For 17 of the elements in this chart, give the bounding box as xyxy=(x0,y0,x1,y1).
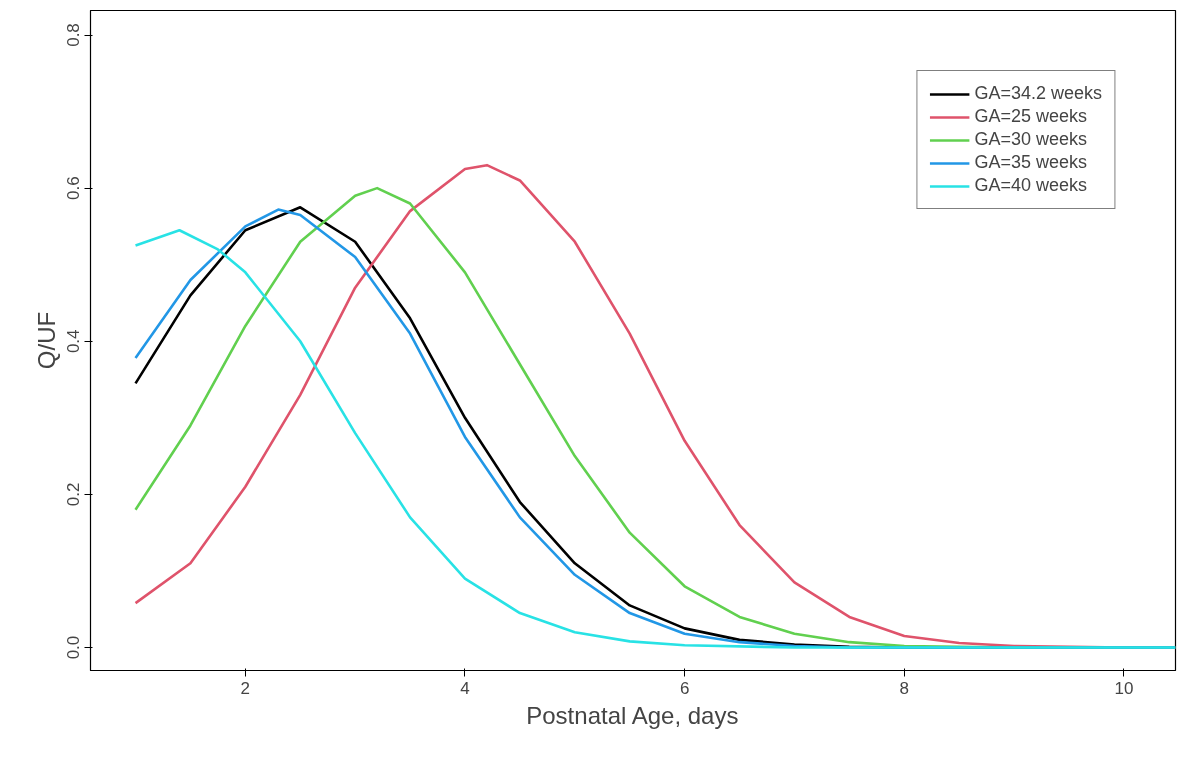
legend-label: GA=25 weeks xyxy=(974,106,1087,127)
x-tick-label: 6 xyxy=(679,678,690,698)
legend-label: GA=40 weeks xyxy=(974,175,1087,196)
y-axis-title: Q/UF xyxy=(32,311,60,370)
x-tick-label: 4 xyxy=(460,678,470,698)
legend-label: GA=30 weeks xyxy=(974,129,1087,150)
y-tick-label: 0.8 xyxy=(64,23,84,47)
x-tick-label: 2 xyxy=(240,678,251,698)
x-tick-label: 8 xyxy=(899,678,909,698)
legend-label: GA=34.2 weeks xyxy=(974,83,1102,104)
y-tick-label: 0.0 xyxy=(64,635,84,660)
x-axis-title: Postnatal Age, days xyxy=(526,701,739,729)
y-tick-label: 0.6 xyxy=(64,176,84,200)
y-tick-label: 0.4 xyxy=(64,329,84,354)
y-tick-label: 0.2 xyxy=(64,482,84,507)
x-tick-label: 10 xyxy=(1114,678,1134,698)
legend-label: GA=35 weeks xyxy=(974,152,1087,173)
